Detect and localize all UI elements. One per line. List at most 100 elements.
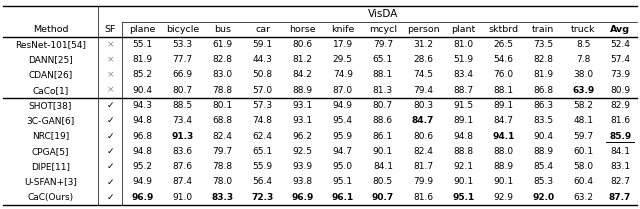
Text: 57.3: 57.3 [253,101,273,110]
Text: 88.0: 88.0 [493,147,513,156]
Text: ✓: ✓ [106,101,114,110]
Text: 79.9: 79.9 [413,177,433,186]
Text: 51.9: 51.9 [453,55,473,64]
Text: 93.1: 93.1 [292,116,313,125]
Text: 91.3: 91.3 [172,132,193,141]
Text: 74.9: 74.9 [333,70,353,79]
Text: 87.7: 87.7 [609,193,631,202]
Text: 50.8: 50.8 [253,70,273,79]
Text: U-SFAN+[3]: U-SFAN+[3] [24,177,77,186]
Text: 80.6: 80.6 [413,132,433,141]
Text: 92.0: 92.0 [532,193,554,202]
Text: 81.9: 81.9 [533,70,554,79]
Text: 93.9: 93.9 [292,162,313,171]
Text: 83.3: 83.3 [211,193,234,202]
Text: 90.1: 90.1 [493,177,513,186]
Text: 55.1: 55.1 [132,40,152,49]
Text: 95.1: 95.1 [333,177,353,186]
Text: 80.5: 80.5 [373,177,393,186]
Text: 94.8: 94.8 [132,147,152,156]
Text: truck: truck [572,25,596,34]
Text: 52.4: 52.4 [610,40,630,49]
Text: 93.1: 93.1 [292,101,313,110]
Text: 68.8: 68.8 [212,116,232,125]
Text: 88.6: 88.6 [373,116,393,125]
Text: 90.4: 90.4 [533,132,554,141]
Text: ×: × [106,86,114,95]
Text: 88.9: 88.9 [292,86,313,95]
Text: 74.8: 74.8 [253,116,273,125]
Text: 87.4: 87.4 [172,177,193,186]
Text: 59.1: 59.1 [253,40,273,49]
Text: 17.9: 17.9 [333,40,353,49]
Text: ✓: ✓ [106,177,114,186]
Text: 31.2: 31.2 [413,40,433,49]
Text: 84.1: 84.1 [373,162,393,171]
Text: Method: Method [33,25,68,34]
Text: ResNet-101[54]: ResNet-101[54] [15,40,86,49]
Text: 81.0: 81.0 [453,40,473,49]
Text: ×: × [106,55,114,64]
Text: 82.4: 82.4 [212,132,232,141]
Text: mcycl: mcycl [369,25,397,34]
Text: 89.1: 89.1 [453,116,473,125]
Text: 88.8: 88.8 [453,147,473,156]
Text: 28.6: 28.6 [413,55,433,64]
Text: ✓: ✓ [106,193,114,202]
Text: 72.3: 72.3 [252,193,274,202]
Text: 88.1: 88.1 [373,70,393,79]
Text: SHOT[38]: SHOT[38] [29,101,72,110]
Text: 62.4: 62.4 [253,132,273,141]
Text: 94.1: 94.1 [492,132,515,141]
Text: 55.9: 55.9 [253,162,273,171]
Text: 88.5: 88.5 [172,101,193,110]
Text: ✓: ✓ [106,132,114,141]
Text: 79.7: 79.7 [373,40,393,49]
Text: 57.4: 57.4 [610,55,630,64]
Text: 95.9: 95.9 [333,132,353,141]
Text: 83.1: 83.1 [610,162,630,171]
Text: 59.7: 59.7 [573,132,593,141]
Text: 84.1: 84.1 [610,147,630,156]
Text: 81.6: 81.6 [610,116,630,125]
Text: 94.7: 94.7 [333,147,353,156]
Text: DANN[25]: DANN[25] [28,55,73,64]
Text: NRC[19]: NRC[19] [32,132,69,141]
Text: 95.2: 95.2 [132,162,152,171]
Text: 96.1: 96.1 [332,193,354,202]
Text: 90.1: 90.1 [373,147,393,156]
Text: 77.7: 77.7 [172,55,193,64]
Text: 93.8: 93.8 [292,177,313,186]
Text: 81.3: 81.3 [373,86,393,95]
Text: 85.3: 85.3 [533,177,554,186]
Text: 88.1: 88.1 [493,86,513,95]
Text: 76.0: 76.0 [493,70,513,79]
Text: 44.3: 44.3 [253,55,273,64]
Text: 82.4: 82.4 [413,147,433,156]
Text: sktbrd: sktbrd [488,25,518,34]
Text: 53.3: 53.3 [172,40,193,49]
Text: Avg: Avg [610,25,630,34]
Text: 63.9: 63.9 [572,86,595,95]
Text: 60.4: 60.4 [573,177,593,186]
Text: DIPE[11]: DIPE[11] [31,162,70,171]
Text: 88.9: 88.9 [493,162,513,171]
Text: 80.3: 80.3 [413,101,433,110]
Text: 80.6: 80.6 [292,40,313,49]
Text: 73.9: 73.9 [610,70,630,79]
Text: 96.9: 96.9 [292,193,314,202]
Text: CPGA[5]: CPGA[5] [32,147,69,156]
Text: 88.9: 88.9 [533,147,554,156]
Text: knife: knife [331,25,355,34]
Text: 89.1: 89.1 [493,101,513,110]
Text: 85.2: 85.2 [132,70,152,79]
Text: 78.0: 78.0 [212,177,232,186]
Text: CaCo[1]: CaCo[1] [33,86,68,95]
Text: car: car [255,25,270,34]
Text: train: train [532,25,554,34]
Text: 85.4: 85.4 [533,162,554,171]
Text: 86.3: 86.3 [533,101,554,110]
Text: 65.1: 65.1 [253,147,273,156]
Text: 90.7: 90.7 [372,193,394,202]
Text: 84.2: 84.2 [292,70,313,79]
